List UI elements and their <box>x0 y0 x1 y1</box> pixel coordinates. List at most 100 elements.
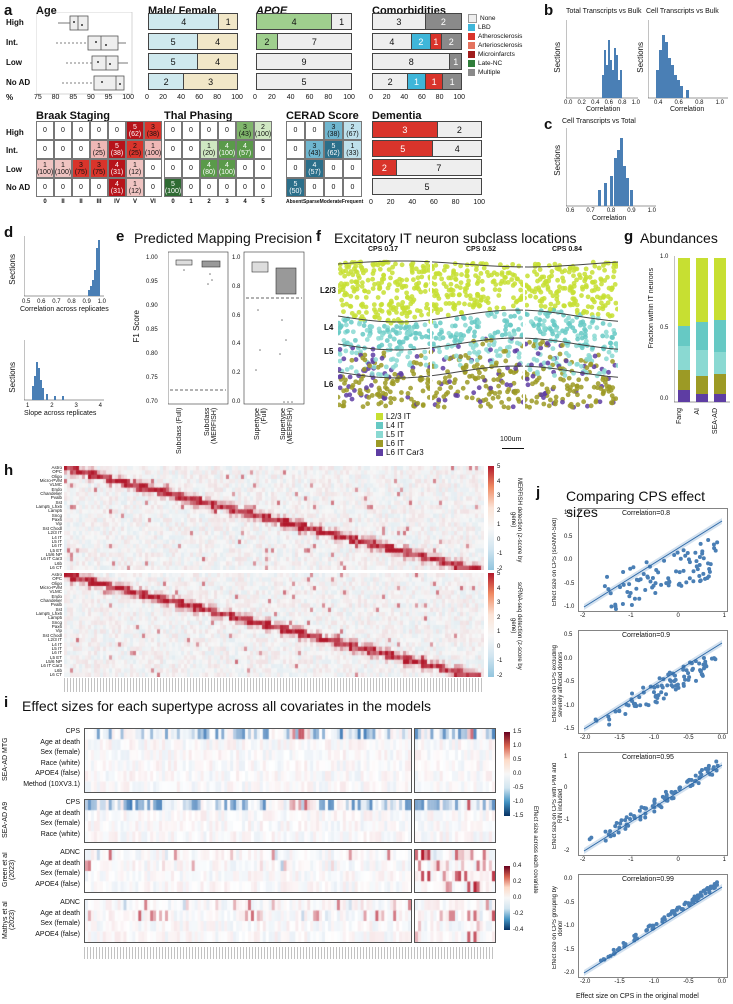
heatmap-row-label: Sst Chodl <box>42 525 62 531</box>
panel-letter-g: g <box>624 228 634 245</box>
cell-point <box>585 294 591 300</box>
tick: -0.5 <box>513 785 524 791</box>
cell-point <box>525 273 530 279</box>
comorb-ticks: 0 20 40 60 80 100 <box>369 94 465 101</box>
j-correlation-label: Correlation=0.8 <box>622 510 671 517</box>
cell-point <box>532 269 537 274</box>
cell-point <box>502 318 508 324</box>
cell-point <box>386 282 392 288</box>
cell-point <box>613 341 618 346</box>
cell-point <box>600 377 606 383</box>
tick: 0.5 <box>564 632 573 638</box>
cell-point <box>354 294 360 300</box>
cell-point <box>404 335 410 341</box>
cell-point <box>341 338 347 343</box>
f-layer-l23: L2/3 <box>320 286 337 295</box>
cell-point <box>350 284 356 290</box>
cell-point <box>508 314 514 319</box>
cell-point <box>592 287 597 293</box>
grid-cell: 1 (12) <box>126 178 144 197</box>
cell-point <box>419 312 424 318</box>
cell-point <box>443 284 449 290</box>
j-correlation-label: Correlation=0.9 <box>622 632 671 639</box>
cell-point <box>584 376 589 382</box>
cell-point <box>416 280 422 286</box>
comorb-seg: 2 <box>373 74 409 89</box>
scatter-point <box>659 683 664 688</box>
cell-value: 1 <box>43 161 47 169</box>
cell-point <box>341 388 347 394</box>
cell-point <box>615 363 618 368</box>
cell-point <box>447 373 452 379</box>
cell-point <box>533 294 539 300</box>
cell-point <box>528 319 534 325</box>
cell-point <box>425 380 430 386</box>
tick: 1.0 <box>715 100 724 106</box>
cell-point <box>384 373 389 379</box>
tick: -0.2 <box>513 911 524 917</box>
tick: 0.0 <box>513 771 522 777</box>
cell-point <box>602 267 607 273</box>
cell-point <box>608 296 613 302</box>
scatter-point <box>693 773 698 778</box>
cell-point <box>537 310 543 316</box>
tick: 0.5 <box>660 325 669 331</box>
tick: 0.0 <box>717 979 726 985</box>
j-yticks: 0.5 0.0 -0.5 -1.0 -1.5 <box>564 632 574 732</box>
tick: 0.7 <box>52 299 61 305</box>
cell-point <box>338 385 343 391</box>
scatter-point <box>606 587 611 592</box>
cell-value: 0 <box>61 146 65 153</box>
cell-point <box>575 392 580 398</box>
cell-point <box>492 314 498 320</box>
scatter-point <box>614 821 619 826</box>
cell-value: 0 <box>243 165 247 172</box>
cell-point <box>530 373 536 379</box>
grid-cell: 3 (75) <box>72 159 90 178</box>
cell-point <box>541 318 547 324</box>
cell-point <box>398 390 404 395</box>
cell-point <box>393 305 399 311</box>
cell-point <box>387 389 393 395</box>
layer-boundary <box>338 337 618 351</box>
scatter-point <box>707 569 712 574</box>
cell-value: (100) <box>218 168 236 176</box>
cell-value: 3 <box>97 161 101 169</box>
i-cbar2-ticks: 0.4 0.2 0.0 -0.2 -0.4 <box>513 863 523 933</box>
b-right-hist <box>648 20 728 99</box>
cell-point <box>608 345 614 351</box>
cell-point <box>343 377 348 383</box>
i-heatmap-blocks: SEA-AD MTG CPS Age at death Sex (female) Rac… <box>0 716 540 996</box>
cell-value: (12) <box>128 168 142 176</box>
scatter-point <box>603 829 608 834</box>
cell-point <box>464 395 470 400</box>
cell-point <box>503 323 509 329</box>
legend-item: Arteriosclerosis <box>468 41 522 50</box>
axis-tick: Frequent <box>341 199 364 205</box>
cell-point <box>382 380 388 386</box>
cell-value: 1 <box>133 180 137 188</box>
cell-point <box>510 303 516 309</box>
tick: 1.00 <box>146 255 158 261</box>
scatter-point <box>673 687 678 692</box>
cell-point <box>411 360 417 365</box>
cell-point <box>609 400 615 406</box>
j-scatter <box>578 508 728 612</box>
cell-point <box>372 314 378 320</box>
cell-point <box>383 391 389 397</box>
scatter-point <box>627 582 632 587</box>
tick: 3 <box>497 600 501 607</box>
cell-point <box>499 332 505 338</box>
cell-point <box>400 299 406 305</box>
cell-point <box>472 329 477 335</box>
i-row-label: Age at death <box>40 909 80 917</box>
age-tick: 90 <box>86 94 95 101</box>
cell-point <box>454 283 460 289</box>
cell-point <box>582 332 588 337</box>
e-ylabel: F1 Score <box>132 310 141 343</box>
cell-point <box>458 309 464 315</box>
cell-point <box>348 319 354 325</box>
